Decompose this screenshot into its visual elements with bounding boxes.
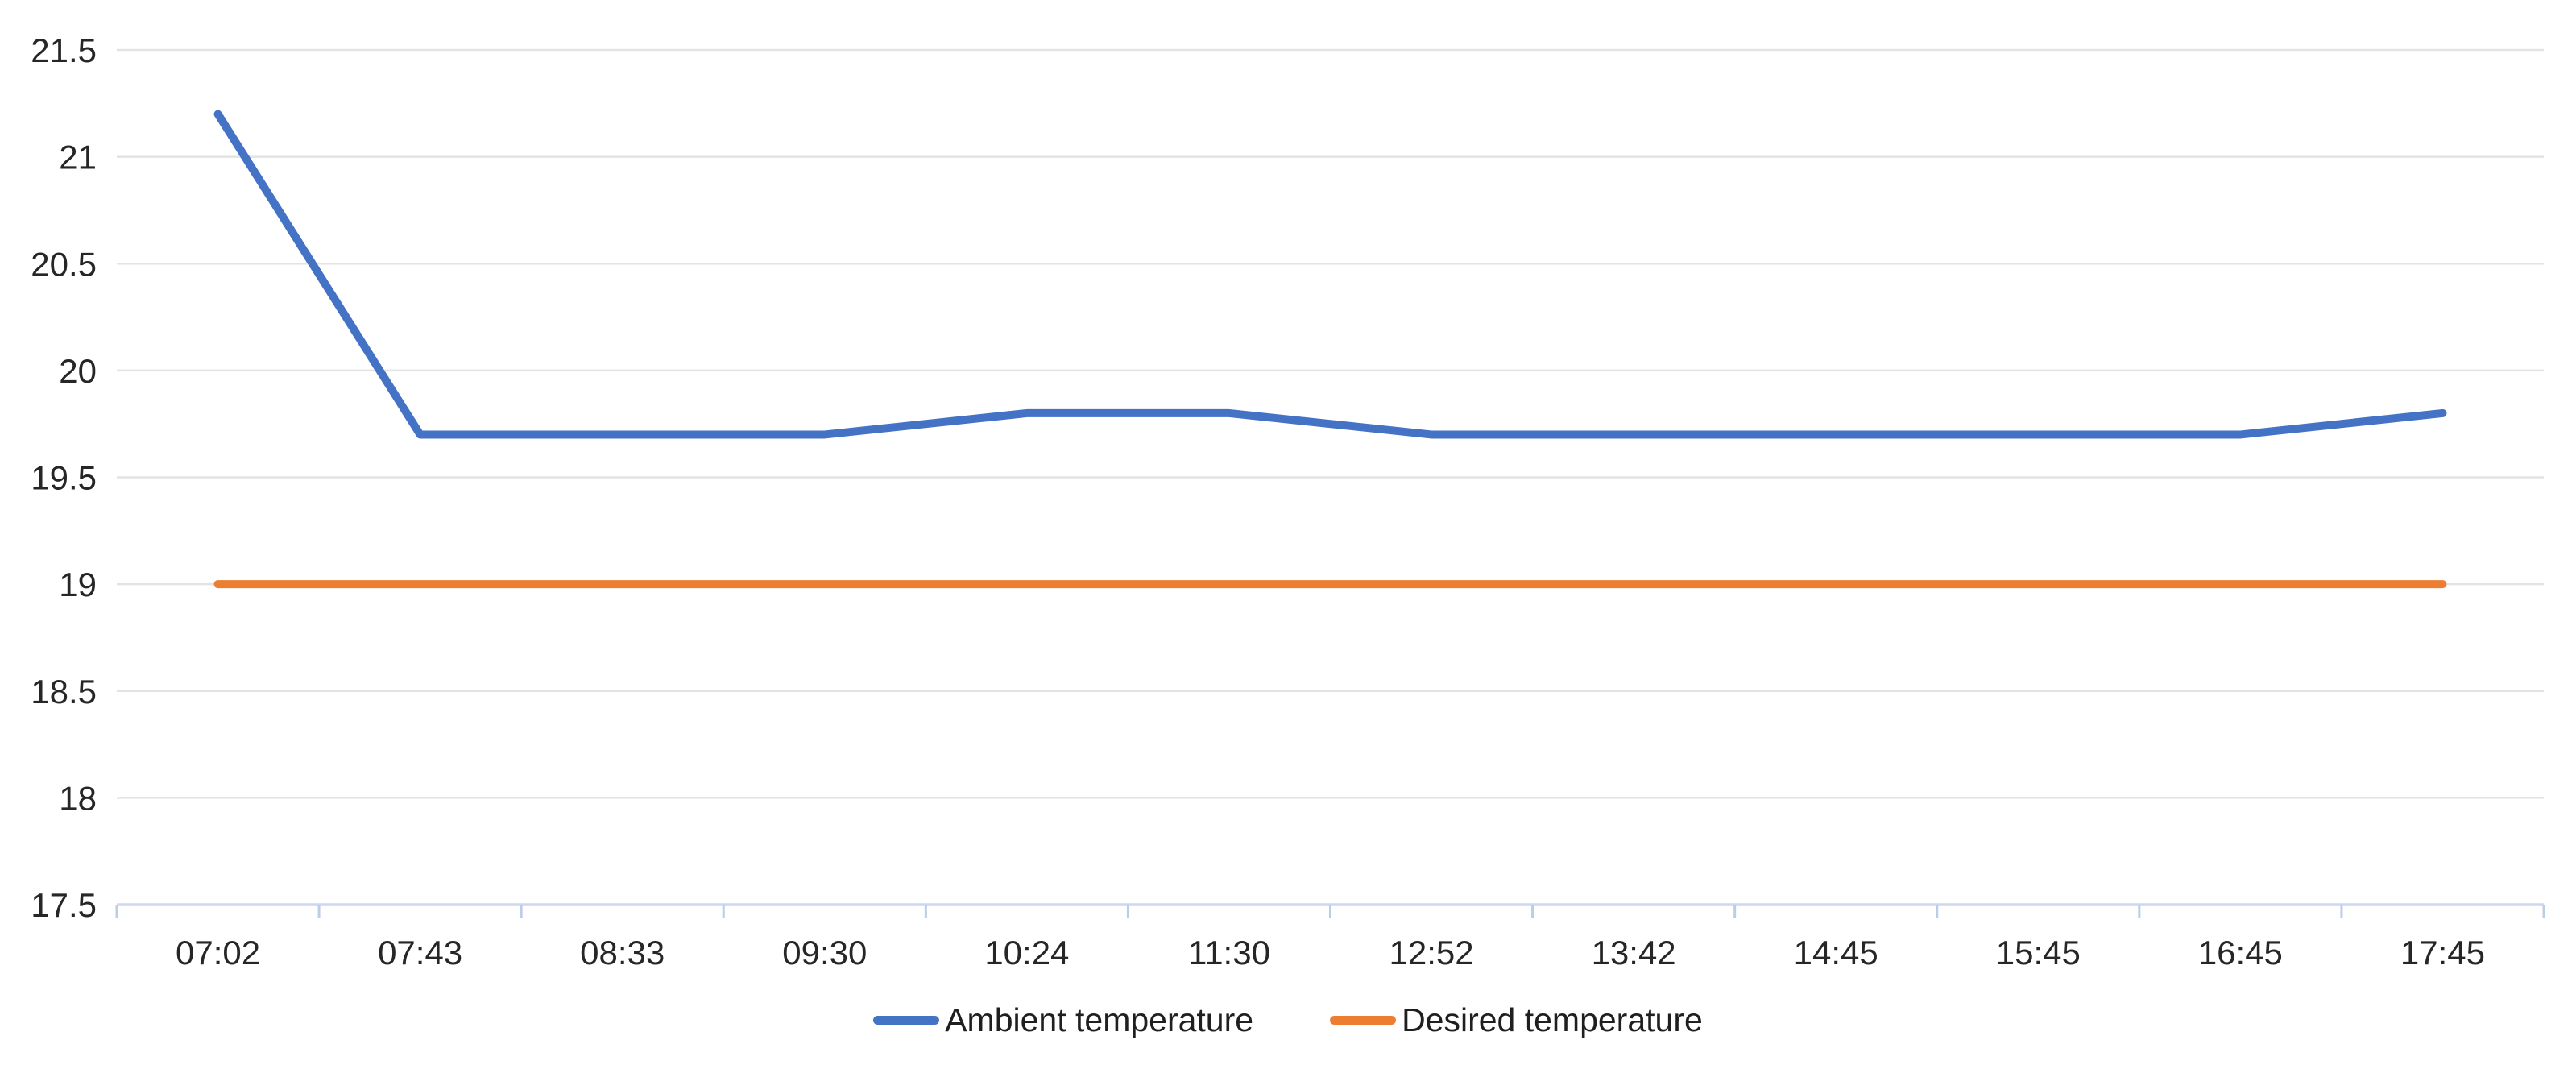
y-axis-tick-label: 21.5 xyxy=(31,31,97,69)
chart-legend: Ambient temperature Desired temperature xyxy=(0,994,2576,1046)
x-axis-tick-label: 16:45 xyxy=(2198,934,2283,972)
x-axis-tick-label: 14:45 xyxy=(1794,934,1878,972)
x-axis-tick-label: 11:30 xyxy=(1188,934,1270,972)
x-axis-tick-label: 09:30 xyxy=(782,934,867,972)
x-axis-tick-label: 17:45 xyxy=(2400,934,2485,972)
x-axis-tick-label: 07:43 xyxy=(378,934,462,972)
y-axis-tick-label: 20 xyxy=(59,352,97,390)
x-axis-tick-label: 08:33 xyxy=(580,934,665,972)
y-axis-tick-label: 20.5 xyxy=(31,245,97,283)
legend-label-ambient-temperature: Ambient temperature xyxy=(945,1001,1254,1038)
y-axis-tick-label: 17.5 xyxy=(31,886,97,924)
x-axis-tick-label: 10:24 xyxy=(984,934,1069,972)
legend-item-ambient-temperature[interactable]: Ambient temperature xyxy=(873,1001,1253,1039)
legend-swatch-desired-line xyxy=(1330,1015,1397,1025)
x-axis-tick-label: 12:52 xyxy=(1389,934,1473,972)
legend-label-desired-temperature: Desired temperature xyxy=(1402,1001,1703,1038)
y-axis-tick-label: 19.5 xyxy=(31,459,97,497)
y-axis-tick-label: 18 xyxy=(59,779,97,817)
legend-swatch-ambient-line xyxy=(873,1015,940,1025)
x-axis-tick-label: 13:42 xyxy=(1592,934,1676,972)
x-axis-tick-label: 07:02 xyxy=(176,934,260,972)
series-line-ambient-temperature xyxy=(213,110,2447,439)
y-axis-tick-label: 21 xyxy=(59,139,97,176)
y-axis-tick-label: 18.5 xyxy=(31,673,97,711)
y-axis-tick-label: 19 xyxy=(59,566,97,603)
legend-item-desired-temperature[interactable]: Desired temperature xyxy=(1330,1001,1703,1039)
x-axis-tick-label: 15:45 xyxy=(1996,934,2081,972)
